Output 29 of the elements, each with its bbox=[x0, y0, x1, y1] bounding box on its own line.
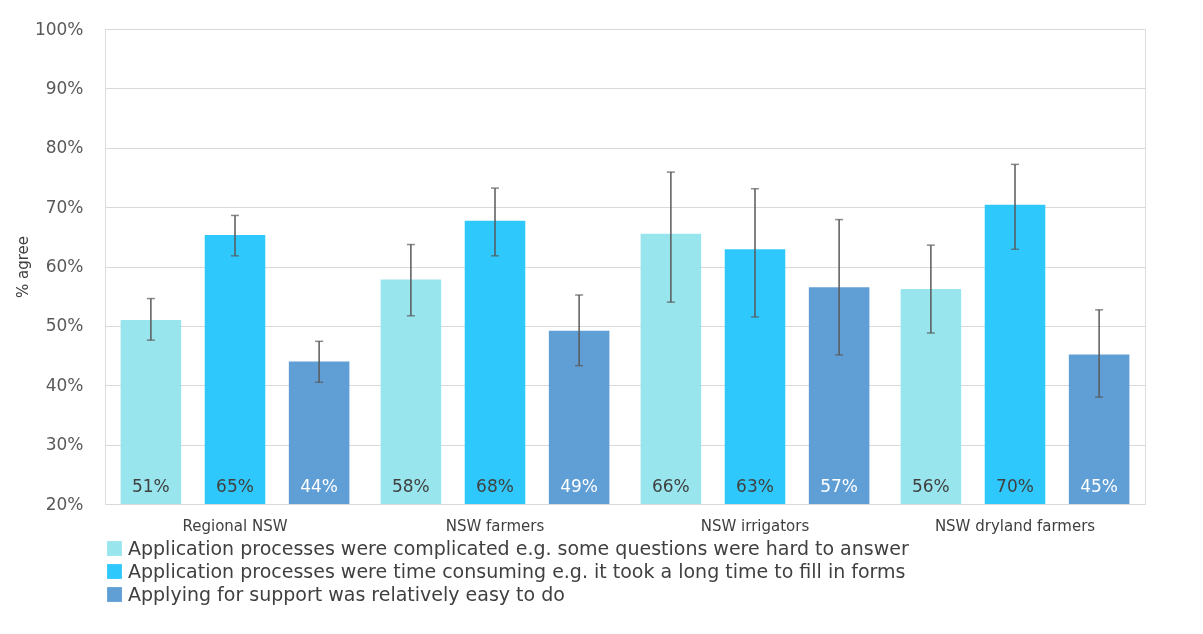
y-tick-label: 50% bbox=[45, 315, 84, 336]
data-label: 70% bbox=[996, 476, 1034, 496]
x-tick-label: NSW farmers bbox=[445, 516, 545, 535]
y-axis-title: % agree bbox=[13, 235, 32, 299]
x-tick-label: NSW irrigators bbox=[700, 516, 810, 535]
x-tick-label: Regional NSW bbox=[182, 516, 288, 535]
x-tick-label: NSW dryland farmers bbox=[934, 516, 1096, 535]
y-tick-label: 100% bbox=[34, 18, 84, 39]
legend-label: Application processes were time consuming e.g. it took a long time to fill in forms bbox=[128, 559, 906, 582]
data-label: 58% bbox=[391, 476, 430, 496]
data-label: 65% bbox=[216, 476, 254, 496]
data-label: 44% bbox=[300, 476, 339, 496]
data-label: 63% bbox=[736, 476, 774, 496]
data-label: 56% bbox=[911, 476, 950, 496]
legend-label: Applying for support was relatively easy to do bbox=[128, 582, 565, 605]
y-tick-label: 30% bbox=[45, 434, 84, 455]
data-label: 45% bbox=[1080, 476, 1119, 496]
y-tick-label: 90% bbox=[45, 77, 84, 98]
y-tick-label: 70% bbox=[45, 196, 84, 217]
data-label: 51% bbox=[131, 476, 170, 496]
data-label: 49% bbox=[560, 476, 599, 496]
legend-label: Application processes were complicated e.g. some questions were hard to answer bbox=[128, 536, 909, 559]
y-tick-label: 80% bbox=[45, 137, 84, 158]
y-tick-label: 60% bbox=[45, 256, 84, 276]
y-tick-label: 20% bbox=[45, 493, 84, 514]
data-label: 66% bbox=[651, 476, 690, 496]
y-tick-label: 40% bbox=[45, 374, 84, 395]
data-label: 68% bbox=[476, 476, 514, 496]
data-label: 57% bbox=[820, 476, 859, 496]
